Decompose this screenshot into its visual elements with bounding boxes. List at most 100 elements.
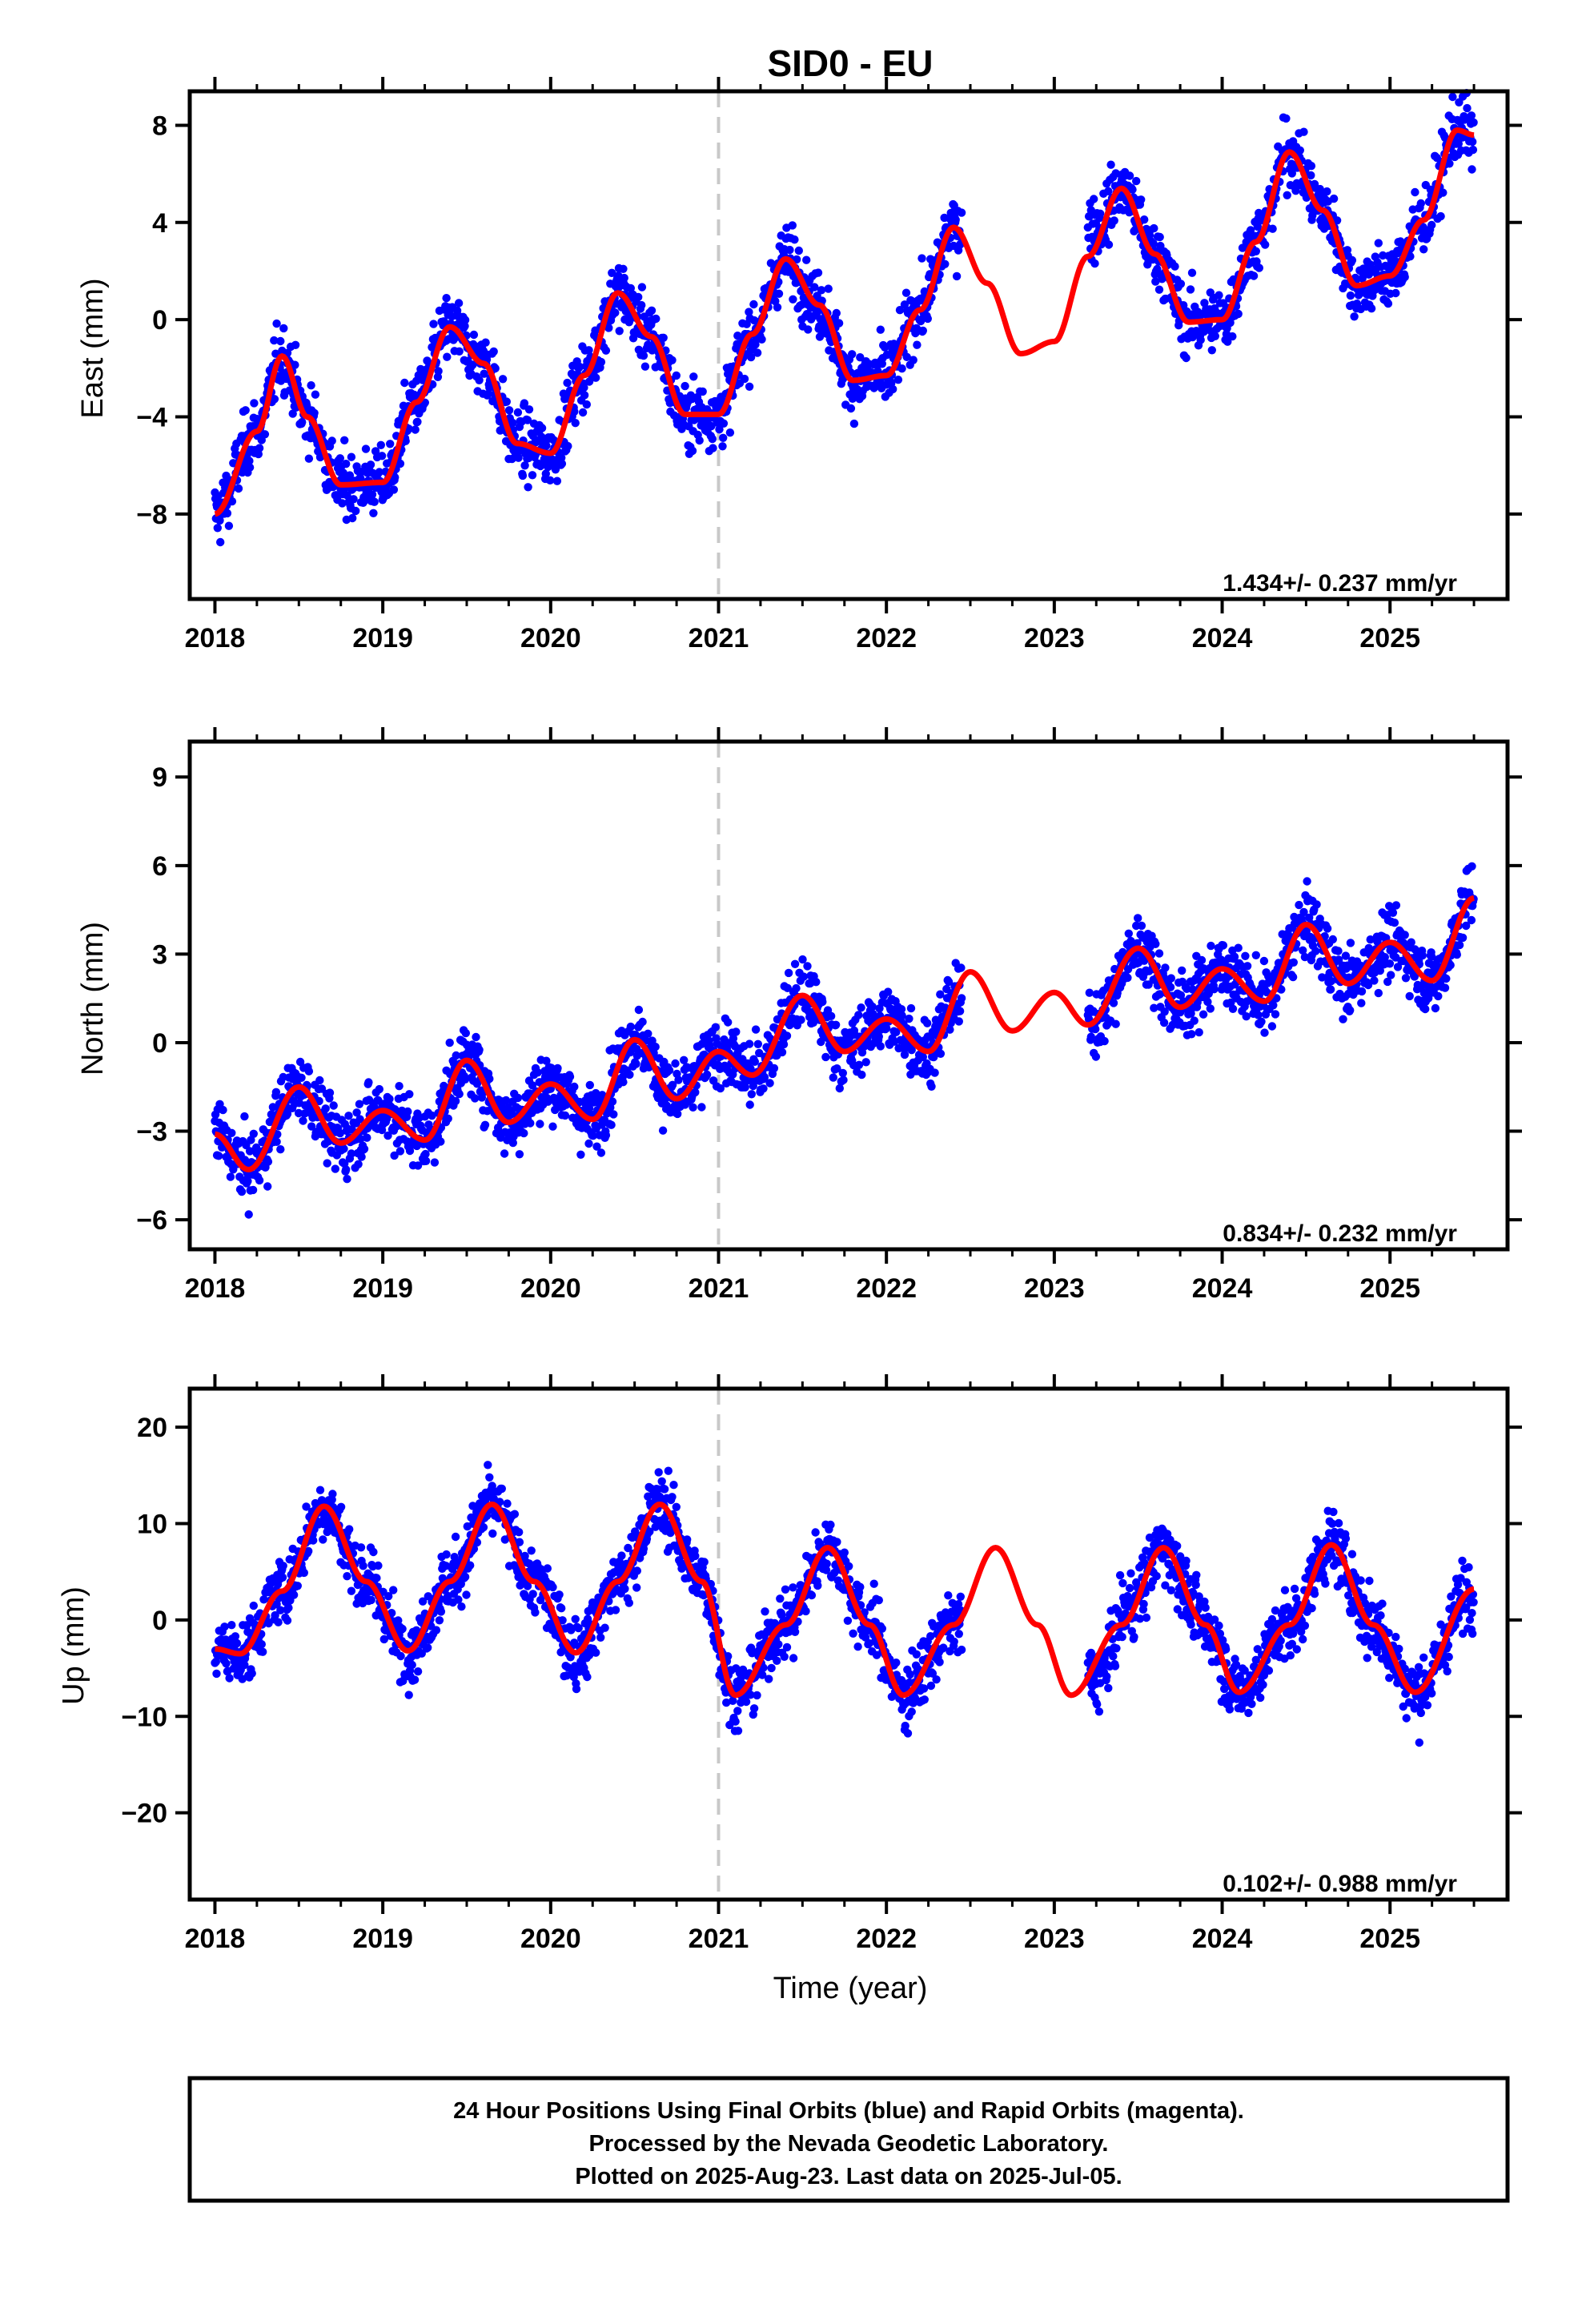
data-point [445,1038,454,1047]
data-point [263,1182,272,1191]
data-point [1255,263,1264,272]
data-point [1307,162,1316,171]
y-tick-label: 0 [152,1028,167,1059]
data-point [241,406,250,415]
data-point [1110,216,1118,225]
data-point [1140,215,1149,224]
data-point [1452,950,1462,959]
data-point [923,1019,932,1027]
data-point [607,1120,616,1129]
data-point [369,509,378,517]
data-point [315,1076,324,1085]
data-point [413,1667,423,1676]
data-point [404,1691,413,1699]
data-point [596,1148,606,1157]
data-point [1434,991,1443,1001]
data-point [1150,223,1158,233]
data-point [790,959,800,969]
data-point [901,288,911,297]
data-point [874,1032,884,1041]
data-point [442,1550,451,1559]
data-point [298,417,307,427]
data-point [1289,958,1299,967]
data-point [652,314,661,324]
data-point [351,506,360,516]
data-point [1288,972,1298,982]
x-tick-label: 2025 [1359,623,1420,653]
data-point [839,1076,848,1084]
data-point [498,375,508,384]
panel-east: 2018 2019 2020 2021 2022 2023 2024 2025−8−4048 … [76,77,1522,653]
data-point [274,1618,283,1626]
data-point [1251,951,1261,960]
data-point [1234,943,1243,952]
data-point [1260,1028,1269,1037]
data-point [304,1067,314,1076]
data-point [906,1003,916,1013]
data-point [424,1643,432,1652]
data-point [1439,188,1447,197]
data-point [213,524,222,533]
data-point [813,307,822,316]
data-point [585,1080,594,1090]
data-point [708,434,717,444]
data-point [1418,951,1427,960]
data-point [570,407,579,416]
data-point [257,1640,266,1649]
data-point [715,425,724,434]
data-point [354,1160,363,1169]
plot-frame [187,739,1510,1252]
data-point [255,1176,264,1185]
data-point [227,497,237,506]
data-point [797,1015,805,1024]
y-tick-label: 0 [152,305,167,336]
data-point [1186,285,1195,294]
data-point [513,1093,523,1103]
data-point [733,332,742,340]
data-point [520,461,529,470]
data-point [343,1175,351,1184]
data-point [347,452,356,461]
data-point [659,333,668,342]
data-point [1416,199,1426,208]
data-point [1257,1017,1266,1027]
data-point [746,352,756,362]
data-point [260,430,270,439]
data-point [1154,285,1164,294]
data-point [462,1590,471,1599]
data-point [876,325,885,334]
data-point [1090,259,1099,268]
data-point [319,1535,327,1544]
data-point [234,484,243,493]
data-point [284,1603,293,1612]
data-point [245,456,254,465]
data-point [455,347,464,356]
data-point [626,283,635,293]
data-point [1100,1036,1109,1046]
data-point [831,1020,841,1030]
data-point [526,1119,535,1128]
data-point [536,1120,544,1128]
data-point [745,1100,754,1109]
data-point [342,1165,351,1174]
data-point [361,444,371,453]
data-point [1268,224,1277,233]
data-point [584,1139,593,1148]
data-point [1154,949,1164,958]
data-point [421,1156,431,1166]
data-point [389,1586,398,1594]
data-point [545,476,555,485]
position-points [211,89,1478,547]
data-point [857,1003,865,1012]
x-tick-label: 2018 [185,1273,246,1304]
position-points [211,1461,1478,1747]
data-point [1370,976,1379,985]
data-point [1350,312,1359,321]
data-point [364,1078,373,1087]
data-point [288,409,297,418]
data-point [466,1561,475,1570]
data-point [740,374,749,384]
data-point [227,1128,236,1138]
data-point [444,1114,452,1124]
data-point [1367,304,1376,313]
